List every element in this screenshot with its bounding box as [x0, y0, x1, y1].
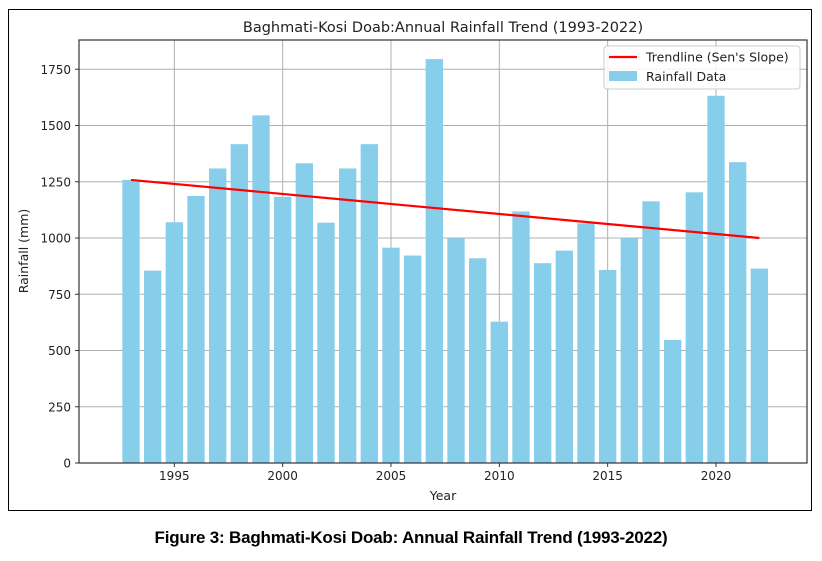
- y-tick-label: 1750: [40, 63, 71, 77]
- legend-rainfall-swatch: [609, 71, 637, 81]
- y-tick-label: 1250: [40, 175, 71, 189]
- bar-1993: [122, 179, 140, 463]
- x-tick-label: 2000: [267, 469, 298, 483]
- bar-2015: [599, 269, 617, 463]
- x-tick-label: 2015: [592, 469, 623, 483]
- bar-2009: [469, 258, 487, 463]
- y-ticks: 0 250 500 750 1000 1250 1500 1750: [40, 63, 79, 471]
- y-tick-label: 1000: [40, 232, 71, 246]
- bar-1997: [209, 168, 227, 463]
- bar-1999: [252, 115, 270, 463]
- legend-rainfall-label: Rainfall Data: [646, 69, 726, 84]
- x-tick-label: 1995: [159, 469, 190, 483]
- legend-box: [603, 45, 801, 90]
- legend-trendline-label: Trendline (Sen's Slope): [645, 50, 789, 65]
- bar-2003: [339, 168, 357, 463]
- bar-1998: [230, 144, 248, 464]
- bar-2012: [534, 263, 552, 463]
- bar-2016: [620, 238, 638, 463]
- bar-1995: [165, 222, 183, 463]
- x-tick-label: 2020: [701, 469, 732, 483]
- bars-group: [122, 59, 768, 464]
- legend: Trendline (Sen's Slope) Rainfall Data: [603, 45, 801, 90]
- x-tick-label: 2010: [484, 469, 515, 483]
- x-ticks: 1995 2000 2005 2010 2015 2020: [159, 463, 731, 483]
- bar-1994: [144, 270, 162, 463]
- bar-2013: [555, 250, 573, 463]
- bar-2008: [447, 238, 465, 463]
- chart-title: Baghmati-Kosi Doab:Annual Rainfall Trend…: [243, 20, 643, 36]
- bar-2005: [382, 247, 400, 463]
- bar-2018: [664, 339, 682, 463]
- bar-2000: [274, 196, 292, 463]
- bar-2001: [295, 163, 313, 464]
- bar-2017: [642, 201, 660, 463]
- y-tick-label: 0: [63, 457, 71, 471]
- bar-2020: [707, 95, 725, 464]
- axes-box: [78, 39, 808, 464]
- bar-2002: [317, 222, 335, 463]
- bar-2007: [425, 59, 443, 463]
- x-axis-label: Year: [429, 488, 457, 503]
- bar-1996: [187, 195, 205, 464]
- trendline-group: [130, 178, 760, 240]
- y-tick-label: 500: [48, 344, 71, 358]
- bar-2006: [404, 255, 422, 463]
- trendline: [130, 178, 760, 240]
- bar-2011: [512, 211, 530, 463]
- bar-2010: [490, 321, 508, 463]
- bar-2014: [577, 223, 595, 463]
- y-tick-label: 1500: [40, 119, 71, 133]
- y-tick-label: 750: [48, 288, 71, 302]
- y-axis-label: Rainfall (mm): [16, 209, 31, 294]
- bar-2004: [360, 144, 378, 464]
- x-tick-label: 2005: [376, 469, 407, 483]
- y-tick-label: 250: [48, 400, 71, 414]
- rainfall-chart: 1995 2000 2005 2010 2015 2020 0 250 500 750 1000 1…: [16, 20, 808, 503]
- bar-2019: [685, 192, 703, 463]
- bar-2022: [750, 268, 768, 463]
- figure-caption: Figure 3: Baghmati-Kosi Doab: Annual Rai…: [154, 528, 668, 547]
- bar-2021: [729, 162, 747, 464]
